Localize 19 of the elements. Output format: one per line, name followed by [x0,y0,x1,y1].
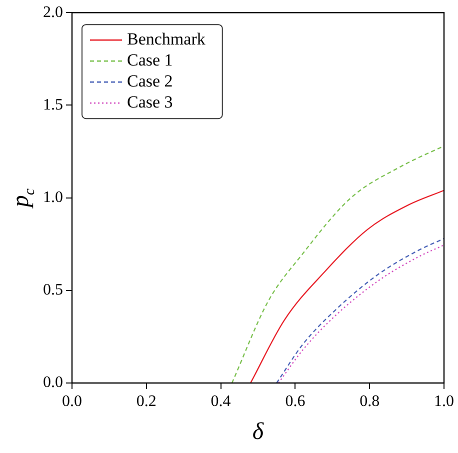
legend-label: Benchmark [127,30,206,49]
y-tick-label: 2.0 [43,4,63,21]
line-series [250,190,444,383]
legend-label: Case 3 [127,92,173,112]
x-tick-label: 0.6 [285,392,306,410]
x-tick-label: 0.8 [360,392,380,410]
y-tick-label: 0.5 [43,282,63,299]
y-tick-label: 0.0 [43,374,63,392]
y-tick-label: 1.5 [43,96,63,114]
legend-label: Case 2 [127,72,173,91]
line-series [231,145,444,383]
y-axis-title: pc [8,188,38,210]
x-tick-label: 0.4 [210,392,231,410]
x-axis-title: δ [252,418,264,445]
x-tick-label: 0.0 [62,392,82,410]
y-tick-label: 1.0 [43,189,63,206]
legend-label: Case 1 [127,50,173,70]
x-tick-label: 1.0 [434,392,454,410]
x-tick-label: 0.2 [136,392,156,410]
